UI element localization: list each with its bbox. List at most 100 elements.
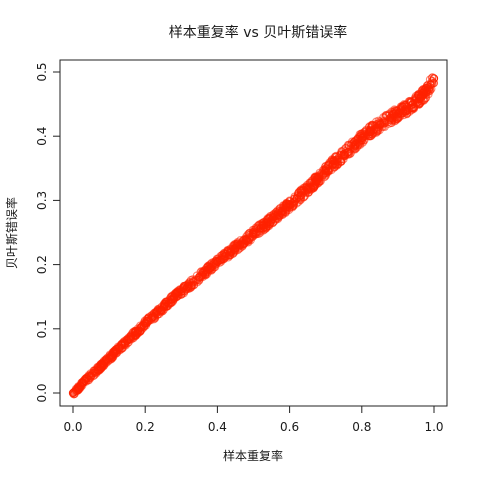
data-point: [418, 95, 428, 104]
data-point: [350, 144, 360, 153]
x-tick-label: 0.2: [136, 420, 155, 434]
data-point: [220, 252, 229, 261]
data-point: [400, 105, 410, 114]
chart-title: 样本重复率 vs 贝叶斯错误率: [169, 24, 347, 41]
x-tick-label: 0.4: [208, 420, 227, 434]
data-point: [225, 251, 235, 260]
data-point: [112, 347, 121, 356]
data-point: [285, 200, 294, 210]
data-point: [160, 299, 169, 309]
data-point: [142, 317, 152, 326]
data-point: [380, 113, 389, 122]
data-point: [414, 90, 423, 99]
x-tick-label: 0.0: [63, 420, 82, 434]
data-point: [242, 235, 251, 244]
data-point: [249, 229, 258, 238]
data-point: [95, 365, 104, 374]
data-point: [128, 328, 137, 337]
data-point: [314, 174, 323, 183]
data-point: [141, 319, 150, 328]
data-point: [184, 281, 193, 290]
data-point: [86, 371, 96, 380]
data-point: [123, 336, 132, 346]
data-point: [199, 267, 208, 277]
data-point: [285, 197, 294, 206]
y-tick-label: 0.4: [35, 127, 49, 146]
data-point: [306, 178, 316, 187]
data-point: [71, 386, 80, 396]
data-point: [252, 229, 262, 239]
data-point: [364, 128, 374, 137]
data-point: [231, 243, 240, 253]
data-point: [375, 120, 384, 129]
data-point: [105, 352, 115, 361]
data-point: [366, 123, 376, 133]
data-point: [133, 326, 143, 335]
data-point: [116, 345, 126, 354]
data-point: [321, 166, 330, 176]
data-point: [429, 74, 439, 83]
data-point: [256, 223, 265, 233]
y-tick-label: 0.0: [35, 383, 49, 402]
data-point: [213, 257, 222, 267]
x-axis-label: 样本重复率: [223, 448, 283, 463]
data-point: [148, 313, 157, 322]
x-tick-label: 0.8: [352, 420, 371, 434]
data-point: [128, 332, 137, 341]
data-point: [344, 149, 354, 158]
data-point: [340, 151, 349, 160]
data-point: [77, 379, 87, 388]
y-tick-label: 0.2: [35, 255, 49, 274]
data-point: [386, 113, 395, 122]
data-point: [360, 136, 369, 145]
data-point: [152, 307, 162, 316]
data-point: [292, 194, 301, 203]
y-axis: 0.0 0.1 0.2 0.3 0.4 0.5: [35, 62, 60, 403]
data-point: [350, 140, 359, 149]
data-point: [76, 381, 85, 391]
data-point: [320, 168, 329, 177]
data-point: [408, 100, 417, 109]
data-point: [275, 203, 285, 213]
data-point: [414, 100, 424, 109]
data-point: [327, 165, 336, 175]
data-point: [129, 329, 138, 338]
data-point: [177, 287, 186, 296]
x-tick-label: 0.6: [280, 420, 299, 434]
y-tick-label: 0.5: [35, 62, 49, 81]
data-point: [315, 168, 324, 177]
data-point: [426, 80, 435, 89]
data-point: [195, 272, 204, 281]
plot-frame: [59, 59, 448, 407]
x-axis: 0.0 0.2 0.4 0.6 0.8 1.0: [63, 406, 444, 434]
data-point: [393, 109, 403, 118]
data-point: [104, 354, 114, 363]
data-point: [159, 303, 168, 312]
y-axis-label: 贝叶斯错误率: [4, 197, 19, 269]
data-point: [82, 377, 91, 386]
x-tick-label: 1.0: [424, 420, 443, 434]
data-point: [357, 133, 366, 143]
data-point: [119, 337, 129, 346]
data-point: [422, 86, 431, 95]
data-point: [385, 109, 394, 118]
data-point: [278, 206, 287, 215]
data-point: [135, 324, 145, 333]
data-point: [303, 184, 312, 193]
data-point: [343, 150, 353, 159]
data-points: [68, 73, 439, 399]
data-point: [267, 215, 276, 224]
data-point: [405, 107, 414, 116]
data-point: [133, 329, 142, 338]
data-point: [238, 236, 247, 246]
data-point: [328, 159, 338, 168]
data-point: [206, 263, 215, 272]
data-point: [68, 388, 78, 398]
data-point: [315, 172, 324, 182]
data-point: [169, 293, 179, 302]
y-tick-label: 0.1: [35, 319, 49, 338]
data-point: [339, 150, 348, 159]
data-point: [173, 286, 182, 296]
data-point: [97, 361, 107, 370]
